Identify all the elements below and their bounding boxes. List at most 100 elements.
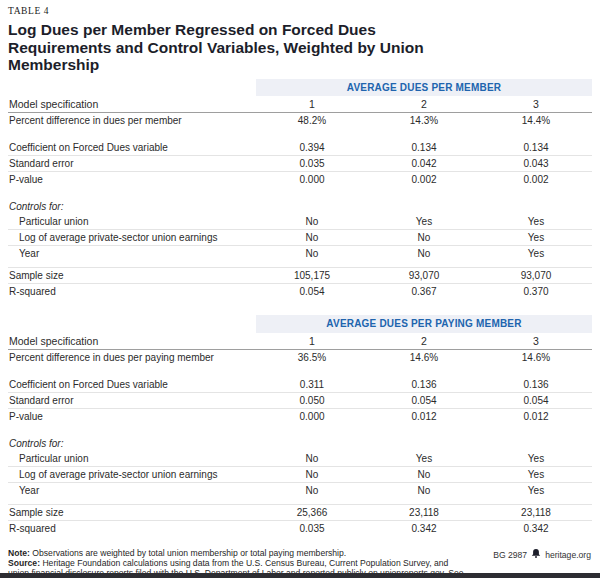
row-value: Yes (480, 248, 592, 259)
table-row: Coefficient on Forced Dues variable0.394… (8, 140, 592, 156)
spec-label: Model specification (8, 335, 256, 347)
table-label: TABLE 4 (8, 6, 592, 16)
row-value: 0.000 (256, 411, 368, 422)
table-row: P-value0.0000.0020.002 (8, 172, 592, 187)
table-figure: TABLE 4 Log Dues per Member Regressed on… (0, 0, 600, 580)
table-row: Standard error0.0500.0540.054 (8, 393, 592, 409)
row-gap (8, 128, 592, 140)
row-gap (8, 365, 592, 377)
row-value: No (368, 469, 480, 480)
table-row: R-squared0.0350.3420.342 (8, 521, 592, 536)
row-label: Coefficient on Forced Dues variable (8, 142, 256, 153)
row-value: 14.6% (368, 352, 480, 363)
row-value: 0.054 (368, 395, 480, 406)
note-text: Observations are weighted by total union… (32, 548, 346, 558)
row-value: No (368, 248, 480, 259)
column-header: 3 (480, 335, 592, 347)
row-value: Yes (480, 216, 592, 227)
row-value: No (256, 453, 368, 464)
row-label: Percent difference in dues per paying me… (8, 352, 256, 363)
table-row: Standard error0.0350.0420.043 (8, 156, 592, 172)
row-label: Particular union (8, 453, 256, 464)
row-value: 0.042 (368, 158, 480, 169)
row-value: 0.342 (480, 523, 592, 534)
section-band-row: AVERAGE DUES PER MEMBER (8, 79, 592, 97)
column-header-row: Model specification123 (8, 333, 592, 350)
row-value: 14.6% (480, 352, 592, 363)
row-gap (8, 424, 592, 436)
row-value: 105,175 (256, 270, 368, 281)
row-label: Standard error (8, 158, 256, 169)
row-value: No (256, 469, 368, 480)
row-value: 0.054 (480, 395, 592, 406)
table-row: Percent difference in dues per member48.… (8, 113, 592, 128)
doc-id: BG 2987 (493, 550, 527, 560)
row-value: 25,366 (256, 507, 368, 518)
table-row: P-value0.0000.0120.012 (8, 409, 592, 424)
section-band-label: AVERAGE DUES PER PAYING MEMBER (256, 315, 592, 333)
spec-label: Model specification (8, 98, 256, 110)
section-band-label: AVERAGE DUES PER MEMBER (256, 79, 592, 97)
row-value: 0.002 (480, 174, 592, 185)
row-value: 0.012 (368, 411, 480, 422)
row-value: 0.043 (480, 158, 592, 169)
row-value: 93,070 (368, 270, 480, 281)
table-row: Log of average private-sector union earn… (8, 467, 592, 483)
row-value: 0.012 (480, 411, 592, 422)
row-value: No (256, 485, 368, 496)
heritage-bell-icon (531, 549, 541, 560)
row-value: 0.311 (256, 379, 368, 390)
table-row: Particular unionNoYesYes (8, 451, 592, 467)
row-label: Year (8, 485, 256, 496)
row-label: R-squared (8, 523, 256, 534)
row-label: Coefficient on Forced Dues variable (8, 379, 256, 390)
page-title: Log Dues per Member Regressed on Forced … (8, 21, 470, 74)
row-value: 36.5% (256, 352, 368, 363)
table-row: Sample size25,36623,11823,118 (8, 504, 592, 521)
row-value: 0.136 (480, 379, 592, 390)
table-section: AVERAGE DUES PER MEMBERModel specificati… (8, 79, 592, 300)
row-value: 0.394 (256, 142, 368, 153)
row-value: 0.002 (368, 174, 480, 185)
column-header-row: Model specification123 (8, 96, 592, 113)
row-value: No (368, 232, 480, 243)
row-value: Yes (480, 453, 592, 464)
table-row: R-squared0.0540.3670.370 (8, 284, 592, 299)
row-value: No (256, 216, 368, 227)
row-label: Sample size (8, 270, 256, 281)
row-value: Yes (368, 216, 480, 227)
row-value: 0.134 (480, 142, 592, 153)
table-row: YearNoNoYes (8, 246, 592, 261)
table-row: Controls for: (8, 199, 592, 214)
regression-tables: AVERAGE DUES PER MEMBERModel specificati… (8, 79, 592, 536)
row-value: No (256, 232, 368, 243)
column-header: 1 (256, 335, 368, 347)
table-row: Percent difference in dues per paying me… (8, 350, 592, 365)
row-value: 0.000 (256, 174, 368, 185)
footer-credit: BG 2987 heritage.org (493, 549, 591, 560)
row-label: Sample size (8, 507, 256, 518)
table-row: Log of average private-sector union earn… (8, 230, 592, 246)
row-label: Standard error (8, 395, 256, 406)
table-row: Particular unionNoYesYes (8, 214, 592, 230)
row-value: No (368, 485, 480, 496)
table-row: Sample size105,17593,07093,070 (8, 267, 592, 284)
row-value: 0.370 (480, 286, 592, 297)
site-url: heritage.org (545, 550, 591, 560)
table-row: YearNoNoYes (8, 483, 592, 498)
row-value: 0.134 (368, 142, 480, 153)
column-header: 2 (368, 98, 480, 110)
row-label: Year (8, 248, 256, 259)
row-label: R-squared (8, 286, 256, 297)
row-value: Yes (480, 469, 592, 480)
row-label: Log of average private-sector union earn… (8, 469, 256, 480)
row-label: P-value (8, 411, 256, 422)
row-value: 23,118 (480, 507, 592, 518)
band-spacer (8, 79, 256, 97)
row-gap (8, 187, 592, 199)
column-header: 2 (368, 335, 480, 347)
row-label: P-value (8, 174, 256, 185)
row-value: 0.035 (256, 523, 368, 534)
row-value: 93,070 (480, 270, 592, 281)
bottom-rule (0, 573, 600, 578)
